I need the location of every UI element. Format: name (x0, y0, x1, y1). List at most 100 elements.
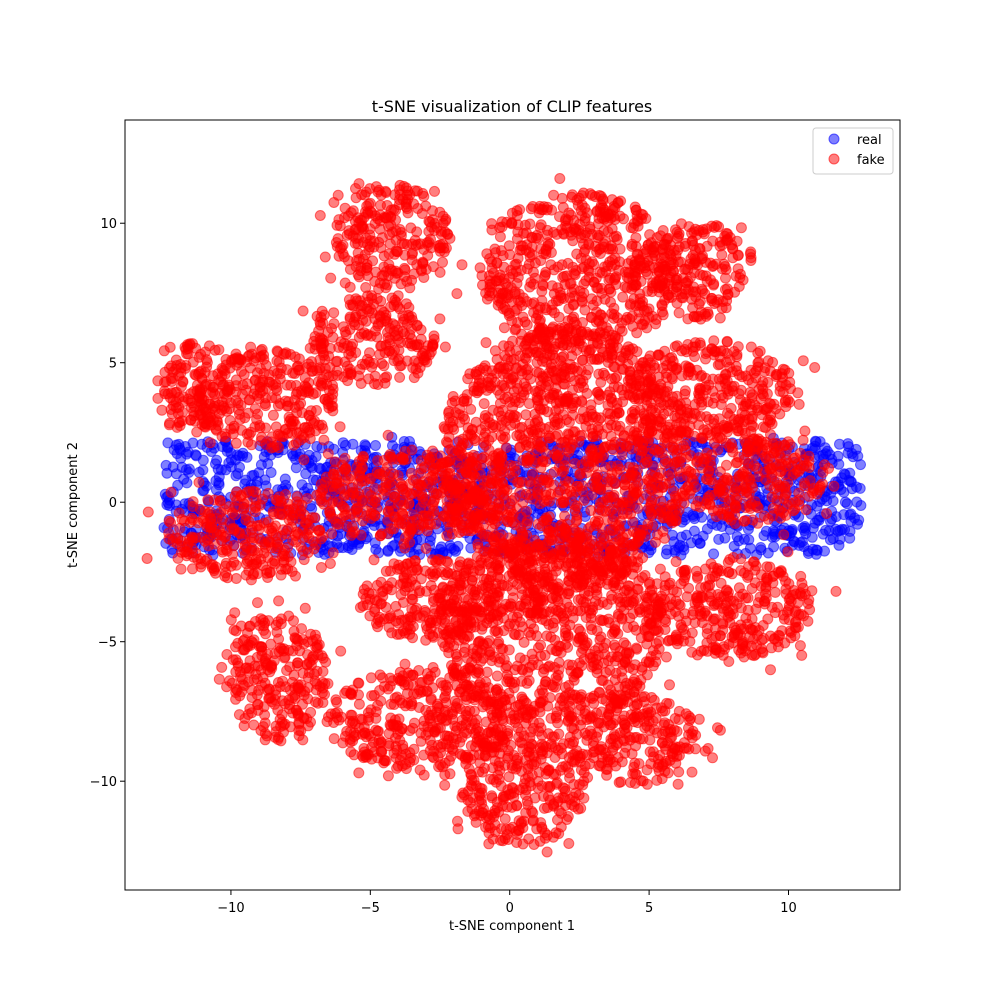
fake-point (171, 386, 182, 398)
fake-point (224, 415, 236, 426)
real-point (852, 450, 864, 462)
fake-point (565, 277, 577, 289)
fake-point (539, 269, 551, 281)
fake-point (514, 486, 526, 498)
fake-point (382, 429, 394, 441)
fake-point (554, 173, 566, 184)
fake-point (492, 287, 504, 299)
fake-point (578, 278, 590, 290)
fake-point (415, 735, 427, 747)
fake-point (319, 363, 331, 374)
fake-point (439, 341, 451, 353)
fake-point (494, 269, 506, 281)
fake-point (332, 707, 343, 719)
fake-point (325, 272, 337, 284)
fake-point (597, 195, 609, 207)
fake-point (593, 315, 605, 327)
fake-point (274, 398, 286, 409)
fake-point (179, 362, 191, 374)
fake-point (322, 395, 334, 407)
fake-point (414, 502, 426, 514)
fake-point (408, 372, 420, 384)
fake-point (342, 375, 353, 387)
fake-point (556, 192, 568, 204)
fake-point (497, 250, 509, 262)
fake-point (440, 213, 452, 225)
fake-point (406, 698, 418, 710)
fake-point (434, 266, 446, 278)
real-point (796, 536, 808, 548)
fake-point (636, 213, 647, 225)
fake-point (241, 428, 253, 440)
real-point (187, 437, 199, 449)
fake-point (335, 645, 347, 657)
fake-point (364, 241, 376, 253)
fake-point (420, 565, 431, 577)
fake-point (407, 620, 419, 632)
fake-point (253, 684, 265, 696)
real-point (713, 533, 725, 545)
fake-point (486, 256, 497, 268)
fake-point (406, 603, 418, 615)
fake-point (332, 233, 344, 245)
fake-point (321, 716, 333, 728)
fake-point (412, 238, 424, 250)
fake-point (208, 527, 220, 539)
fake-point (400, 298, 412, 310)
fake-point (506, 217, 517, 229)
fake-point (299, 685, 311, 697)
fake-point (297, 734, 309, 746)
fake-point (344, 324, 356, 335)
fake-point (217, 379, 229, 391)
fake-point (425, 580, 437, 592)
fake-point (545, 247, 557, 258)
fake-point (402, 207, 414, 219)
fake-point (444, 768, 456, 780)
fake-point (262, 615, 274, 627)
fake-point (289, 351, 301, 363)
fake-point (510, 258, 522, 270)
fake-point (443, 755, 455, 767)
fake-point (621, 311, 633, 323)
fake-point (327, 383, 339, 395)
real-point (842, 438, 854, 450)
fake-point (285, 379, 297, 391)
fake-point (520, 409, 532, 421)
real-point (820, 524, 832, 536)
fake-point (305, 628, 317, 640)
fake-point (442, 556, 454, 568)
fake-point (329, 456, 341, 468)
fake-point (330, 694, 342, 706)
real-point (758, 530, 770, 542)
fake-point (256, 641, 267, 653)
fake-point (441, 566, 453, 578)
real-point (842, 447, 854, 459)
fake-point (288, 439, 300, 451)
fake-point (216, 661, 228, 673)
fake-point (238, 544, 250, 556)
real-point (743, 534, 755, 546)
fake-point (382, 327, 393, 338)
fake-point (437, 256, 448, 268)
fake-point (309, 512, 321, 524)
fake-point (420, 704, 432, 716)
real-point (337, 437, 349, 449)
real-point (211, 454, 223, 466)
fake-point (290, 536, 302, 548)
fake-point (299, 602, 311, 614)
fake-point (384, 345, 395, 357)
fake-point (246, 439, 257, 451)
fake-point (327, 547, 339, 559)
fake-point (375, 199, 386, 211)
real-point (798, 525, 810, 537)
fake-point (269, 694, 281, 706)
fake-point (270, 726, 282, 738)
fake-point (413, 684, 425, 696)
fake-point (344, 281, 356, 293)
fake-point (537, 279, 549, 291)
fake-point (319, 251, 331, 263)
fake-point (324, 508, 336, 520)
fake-point (392, 267, 404, 279)
fake-point (381, 371, 393, 383)
fake-point (304, 522, 316, 534)
